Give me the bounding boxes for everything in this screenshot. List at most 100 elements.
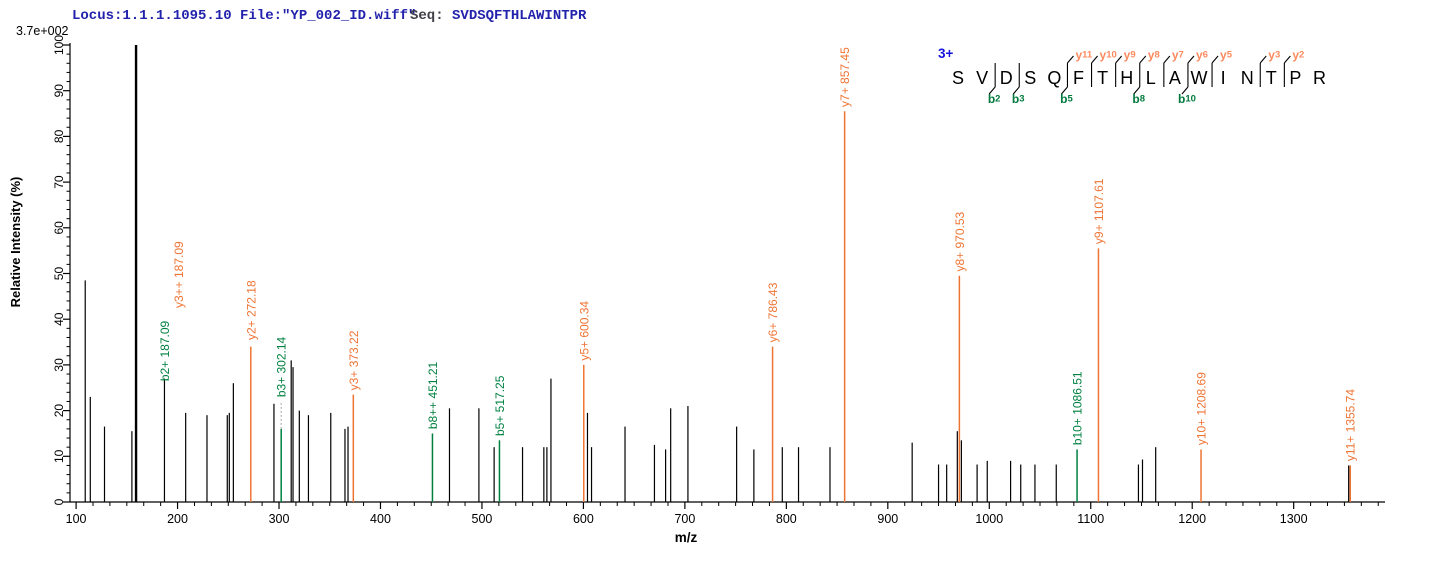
peak-label[interactable]: b3+ 302.14 — [275, 336, 289, 397]
y-ion-tick — [1115, 55, 1123, 64]
y-tick-label: 30 — [52, 358, 66, 372]
axes — [69, 43, 1385, 503]
y-tick-label: 60 — [52, 221, 66, 235]
x-tick-label: 1200 — [1178, 512, 1206, 526]
y-ion-label: y3 — [1268, 48, 1280, 62]
y-ion-label: y6 — [1196, 48, 1208, 62]
y-ion-tick — [1091, 55, 1098, 64]
x-tick-label: 1000 — [975, 512, 1003, 526]
residue-letter: N — [1241, 68, 1254, 88]
y-ion-tick — [1283, 55, 1291, 64]
y-ion-label: y11 — [1075, 48, 1092, 62]
peaks-group — [84, 45, 1351, 502]
residue-letter: W — [1191, 68, 1208, 88]
x-tick-label: 1300 — [1280, 512, 1308, 526]
peak-label[interactable]: y11+ 1355.74 — [1344, 389, 1358, 462]
y-ion-label: y5 — [1220, 48, 1233, 62]
y-ion-tick — [1211, 55, 1219, 64]
x-tick-label: 1100 — [1077, 512, 1104, 526]
y-tick-label: 50 — [52, 267, 66, 281]
residue-letter: V — [976, 68, 988, 88]
sequence-header: Seq: SVDSQFTHLAWINTPR — [410, 8, 586, 24]
b-ion-tick — [1061, 86, 1068, 95]
residue-letter: P — [1289, 68, 1301, 88]
y-tick-label: 100 — [52, 35, 66, 55]
peak-label[interactable]: y8+ 970.53 — [953, 211, 967, 271]
residue-letter: T — [1097, 68, 1108, 88]
residue-letter: Q — [1047, 68, 1061, 88]
residue-letter: H — [1120, 68, 1133, 88]
max-intensity-label: 3.7e+002 — [16, 24, 69, 38]
x-tick-label: 200 — [167, 512, 188, 526]
b-ion-label: b2 — [988, 92, 1001, 106]
b-ion-label: b3 — [1012, 92, 1025, 106]
peak-label[interactable]: b2+ 187.09 — [158, 320, 172, 381]
y-ion-label: y10 — [1100, 48, 1117, 62]
residue-letter: A — [1169, 68, 1181, 88]
peak-label[interactable]: b5+ 517.25 — [493, 375, 507, 436]
y-ion-tick — [1163, 55, 1171, 64]
residue-letter: R — [1313, 68, 1326, 88]
x-tick-label: 400 — [370, 512, 391, 526]
y-axis-ticks: 0 10 20 30 40 50 60 70 80 90 100 — [52, 35, 70, 505]
x-axis-ticks: 100 200 300 400 500 600 700 800 900 1000 1100 1200 1… — [66, 502, 1379, 526]
y-tick-label: 20 — [52, 404, 66, 418]
b-ion-label: b5 — [1060, 92, 1073, 106]
y-tick-label: 0 — [52, 498, 66, 505]
residue-letter: D — [1000, 68, 1013, 88]
residue-letter: L — [1146, 68, 1156, 88]
x-tick-label: 900 — [877, 512, 898, 526]
y-ion-label: y9 — [1124, 48, 1136, 62]
y-ion-label: y8 — [1148, 48, 1160, 62]
x-tick-label: 800 — [776, 512, 797, 526]
x-tick-label: 500 — [472, 512, 493, 526]
y-tick-label: 40 — [52, 312, 66, 326]
locus-file-label: Locus:1.1.1.1095.10 File:"YP_002_ID.wiff… — [72, 8, 417, 24]
y-tick-label: 10 — [52, 449, 66, 463]
y-ion-label: y7 — [1172, 48, 1184, 62]
precursor-charge-label: 3+ — [938, 46, 954, 61]
peak-label[interactable]: y6+ 786.43 — [766, 282, 780, 342]
b-ion-label: b8 — [1132, 92, 1145, 106]
seq-value: SVDSQFTHLAWINTPR — [452, 8, 587, 24]
peak-label[interactable]: b8++ 451.21 — [426, 361, 440, 429]
y-ion-tick — [1067, 55, 1074, 64]
x-tick-label: 100 — [66, 512, 87, 526]
peak-label[interactable]: y3++ 187.09 — [172, 241, 186, 308]
y-tick-label: 70 — [52, 175, 66, 189]
residue-letter: I — [1221, 68, 1226, 88]
b-ion-tick — [1133, 86, 1141, 95]
b-ion-tick — [1012, 86, 1020, 95]
peak-label[interactable]: y7+ 857.45 — [838, 47, 852, 107]
seq-label: Seq: — [410, 8, 453, 24]
y-tick-label: 90 — [52, 84, 66, 98]
peak-label[interactable]: y10+ 1208.69 — [1195, 372, 1209, 445]
y-ion-label: y2 — [1292, 48, 1304, 62]
residue-letter: T — [1266, 68, 1277, 88]
y-ion-tick — [1187, 55, 1195, 64]
b-ion-tick — [1181, 86, 1189, 95]
residue-letter: S — [1024, 68, 1036, 88]
y-tick-label: 80 — [52, 129, 66, 143]
peak-label[interactable]: y5+ 600.34 — [577, 301, 591, 361]
y-ion-tick — [1139, 55, 1147, 64]
x-tick-label: 600 — [573, 512, 594, 526]
peak-label[interactable]: b10+ 1086.51 — [1071, 371, 1085, 445]
b-ion-label: b10 — [1178, 92, 1196, 106]
residue-letter: S — [952, 68, 964, 88]
y-ion-tick — [1259, 55, 1267, 64]
x-tick-label: 700 — [674, 512, 695, 526]
b-ion-tick — [988, 86, 996, 95]
peak-label[interactable]: y3+ 373.22 — [347, 330, 361, 390]
x-tick-label: 300 — [269, 512, 290, 526]
peak-label[interactable]: y9+ 1107.61 — [1092, 178, 1106, 244]
y-axis-title: Relative Intensity (%) — [8, 177, 23, 308]
header-bar: Locus:1.1.1.1095.10 File:"YP_002_ID.wiff… — [0, 8, 1436, 26]
residue-letter: F — [1073, 68, 1084, 88]
peak-label[interactable]: y2+ 272.18 — [244, 280, 258, 340]
x-axis-title: m/z — [675, 530, 698, 545]
